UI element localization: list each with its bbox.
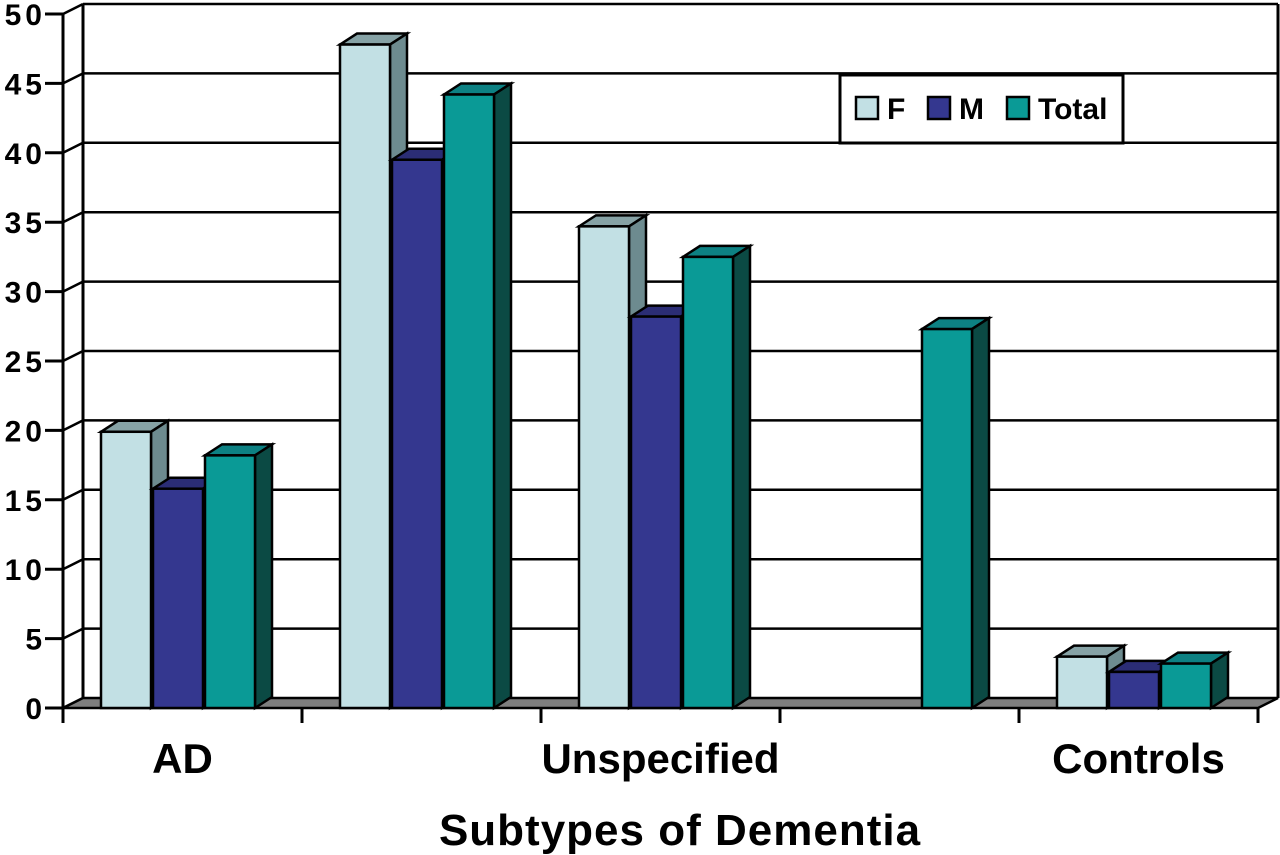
gridline-jog <box>62 211 84 224</box>
y-tick-label: 0 <box>25 693 46 726</box>
legend: F M Total <box>838 73 1125 145</box>
bar-face-front <box>577 225 631 710</box>
bar-face-front <box>681 255 735 710</box>
bar-F-cat4 <box>1052 643 1129 711</box>
gridline-jog <box>62 72 84 85</box>
category-label: Controls <box>1052 735 1225 782</box>
y-tick-label: 50 <box>5 0 46 32</box>
bar-face-front <box>338 43 392 710</box>
bar-face-front <box>629 315 683 710</box>
category-label: Unspecified <box>541 735 779 782</box>
bar-Total-cat3 <box>917 315 994 711</box>
x-axis-title: Subtypes of Dementia <box>439 806 921 855</box>
gridline-jog <box>62 280 84 293</box>
bar-face-side <box>1209 650 1230 711</box>
legend-item-F: F <box>854 93 905 126</box>
y-tick-labels: 0 5 10 15 20 25 30 35 40 45 50 <box>5 0 46 726</box>
bar-face-side <box>731 243 752 711</box>
y-tick-label: 10 <box>5 554 46 587</box>
gridline-jog <box>62 419 84 432</box>
y-tick-label: 25 <box>5 346 46 379</box>
bar-face-front <box>1107 670 1161 710</box>
bar-face-side <box>253 442 274 711</box>
bar-face-front <box>1055 655 1109 710</box>
axis-ticks <box>45 12 1260 723</box>
legend-swatch <box>926 95 952 121</box>
bar-Total-cat4 <box>1156 650 1233 711</box>
category-label: AD <box>152 735 213 782</box>
legend-item-label: M <box>959 93 984 126</box>
y-tick-label: 5 <box>25 624 46 657</box>
y-tick-label: 30 <box>5 277 46 310</box>
y-tick-label: 15 <box>5 485 46 518</box>
legend-box <box>838 73 1125 145</box>
bar-face-front <box>1159 662 1213 710</box>
legend-swatch <box>854 95 880 121</box>
y-tick-label: 20 <box>5 415 46 448</box>
legend-swatch <box>1005 95 1031 121</box>
bar-Total-cat1 <box>439 81 516 711</box>
bar-Total-cat2 <box>678 243 755 711</box>
x-category-labels: AD Unspecified Controls <box>152 735 1225 782</box>
bar-face-front <box>920 327 974 710</box>
legend-item-M: M <box>926 93 984 126</box>
gridline-jog <box>62 2 84 16</box>
gridline-jog <box>62 558 84 571</box>
legend-item-Total: Total <box>1005 93 1107 126</box>
legend-item-label: F <box>887 93 905 126</box>
bar-face-front <box>390 158 444 710</box>
bar-face-side <box>970 315 991 711</box>
gridline-jog <box>62 141 84 154</box>
bar-face-side <box>492 81 513 711</box>
bar-face-front <box>99 430 153 710</box>
legend-item-label: Total <box>1038 93 1107 126</box>
y-tick-label: 45 <box>5 68 46 101</box>
gridline-jog <box>62 349 84 363</box>
y-tick-label: 35 <box>5 207 46 240</box>
bar-face-front <box>151 487 205 710</box>
y-tick-label: 40 <box>5 138 46 171</box>
bar-face-front <box>442 93 496 710</box>
gridline-jog <box>62 627 84 640</box>
bars <box>96 31 1233 711</box>
bar-face-front <box>203 454 257 710</box>
gridline-jog <box>62 488 84 501</box>
bar-Total-cat0 <box>200 442 277 711</box>
